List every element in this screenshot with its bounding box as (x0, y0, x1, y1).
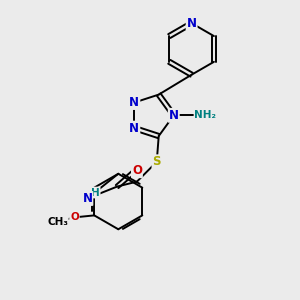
Text: H: H (91, 188, 100, 197)
Text: CH₃: CH₃ (47, 217, 68, 227)
Text: N: N (187, 17, 196, 30)
Text: N: N (129, 96, 139, 109)
Text: N: N (129, 122, 139, 135)
Text: N: N (169, 109, 179, 122)
Text: NH₂: NH₂ (194, 110, 217, 120)
Text: O: O (132, 164, 142, 177)
Text: O: O (70, 212, 79, 222)
Text: S: S (152, 155, 161, 168)
Text: N: N (82, 192, 92, 205)
